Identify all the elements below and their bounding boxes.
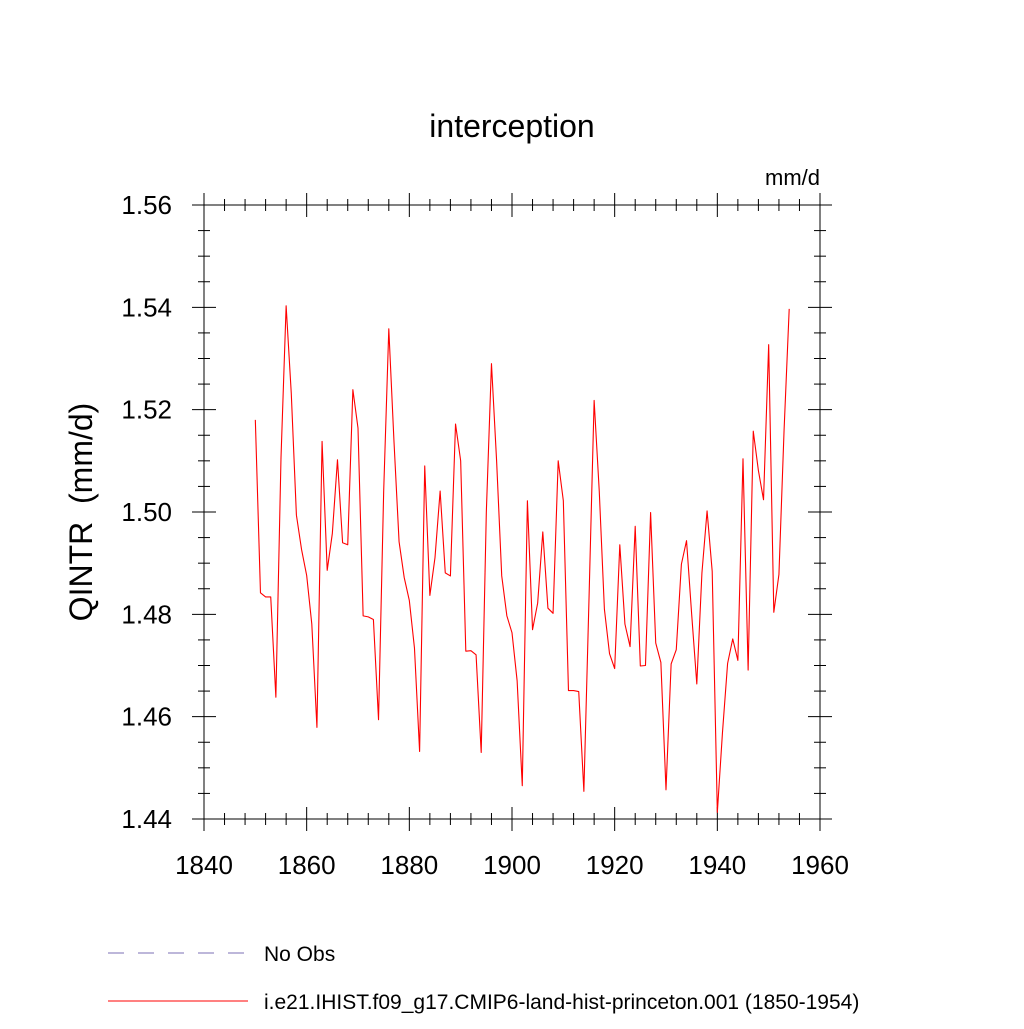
x-axis: 1840 1860 1880 1900 1920 1940 1960: [175, 193, 849, 880]
y-tick-label: 1.50: [121, 497, 172, 527]
x-tick-label: 1880: [380, 850, 438, 880]
x-tick-label: 1860: [278, 850, 336, 880]
units-label: mm/d: [765, 165, 820, 190]
y-tick-label: 1.44: [121, 804, 172, 834]
x-tick-label: 1960: [791, 850, 849, 880]
y-tick-label: 1.52: [121, 395, 172, 425]
y-tick-label: 1.46: [121, 702, 172, 732]
legend-label: i.e21.IHIST.f09_g17.CMIP6-land-hist-prin…: [264, 991, 859, 1014]
y-axis: 1.44 1.46 1.48 1.50 1.52 1.54 1.56: [121, 190, 832, 834]
legend-label: No Obs: [264, 943, 335, 966]
x-tick-label: 1840: [175, 850, 233, 880]
y-axis-label: QINTR (mm/d): [63, 403, 99, 622]
chart-title: interception: [429, 108, 594, 144]
x-tick-label: 1920: [586, 850, 644, 880]
legend: No Obs i.e21.IHIST.f09_g17.CMIP6-land-his…: [108, 943, 859, 1014]
series-line-0: [254, 305, 790, 813]
series-layer: [254, 305, 790, 813]
y-tick-label: 1.56: [121, 190, 172, 220]
y-tick-label: 1.54: [121, 292, 172, 322]
x-tick-label: 1940: [688, 850, 746, 880]
x-tick-label: 1900: [483, 850, 541, 880]
y-tick-label: 1.48: [121, 599, 172, 629]
